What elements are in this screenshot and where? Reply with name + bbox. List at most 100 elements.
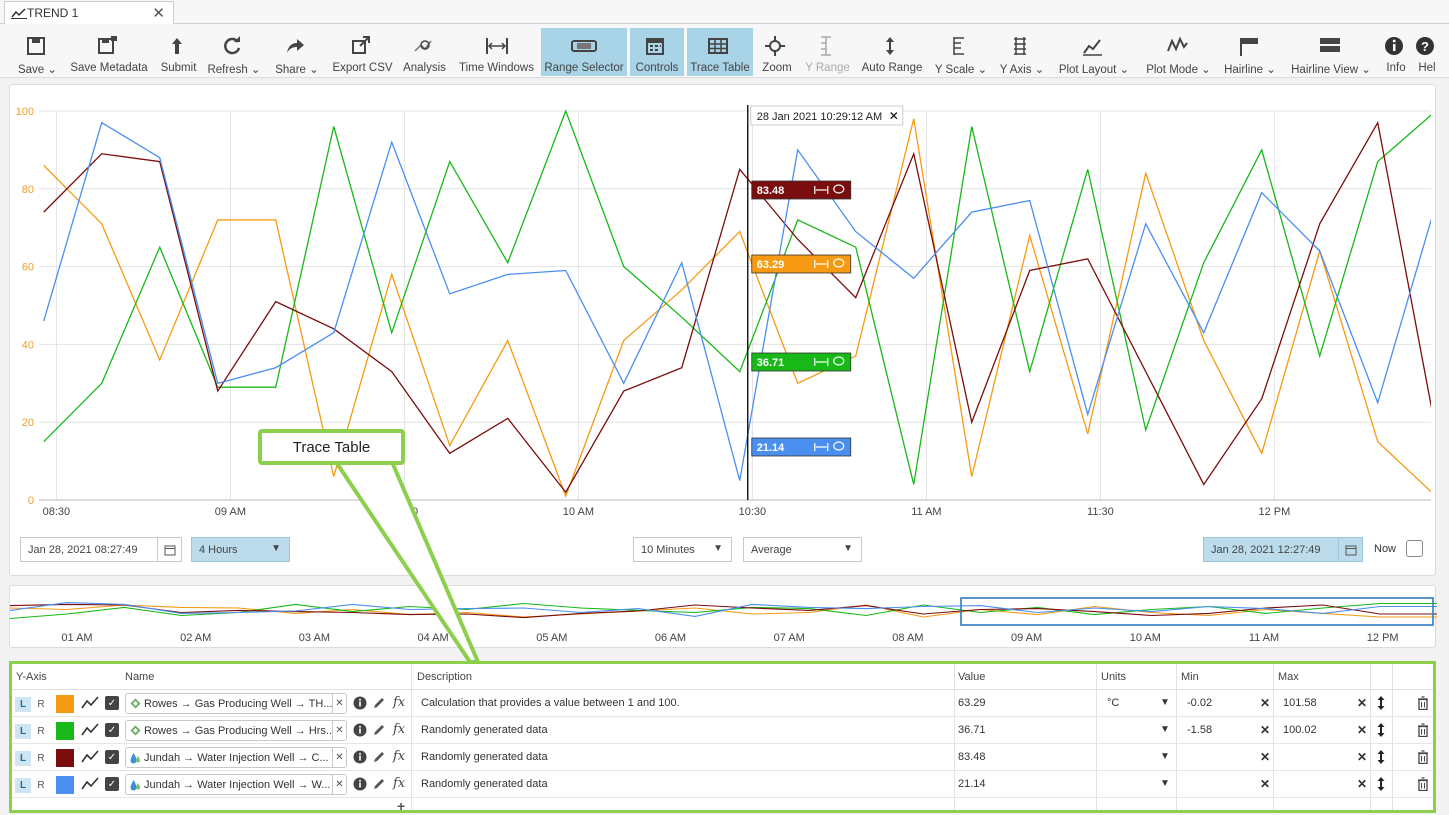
overview-chart[interactable]: 01 AM 02 AM 03 AM 04 AM 05 AM 06 AM 07 AM 08 AM…: [10, 586, 1437, 649]
add-trace-button[interactable]: +: [397, 798, 406, 814]
line-style-icon[interactable]: [81, 723, 99, 740]
trace-min[interactable]: -1.58: [1187, 724, 1213, 736]
trace-row[interactable]: L R ✓ Jundah → Water Injection Well → C... ✕…: [12, 744, 1433, 771]
delete-trash-icon[interactable]: [1417, 723, 1429, 740]
info-icon[interactable]: [353, 696, 367, 713]
hairline-view-button[interactable]: Hairline View ⌄: [1289, 28, 1373, 76]
y-range-button[interactable]: Y Range: [805, 28, 850, 76]
time-windows-button[interactable]: Time Windows: [459, 28, 534, 76]
info-icon[interactable]: [353, 723, 367, 740]
plot-layout-button[interactable]: Plot Layout ⌄: [1058, 28, 1130, 76]
edit-pencil-icon[interactable]: [372, 777, 386, 794]
refresh-button[interactable]: Refresh ⌄: [207, 28, 261, 76]
clear-max-icon[interactable]: ✕: [1357, 750, 1368, 764]
right-axis-toggle[interactable]: R: [37, 753, 45, 764]
hairline-button[interactable]: Hairline ⌄: [1221, 28, 1279, 76]
auto-range-button[interactable]: Auto Range: [860, 28, 924, 76]
trace-name-field[interactable]: Rowes → Gas Producing Well → TH... ✕: [125, 693, 347, 714]
axis-range-icon[interactable]: [1376, 695, 1386, 714]
export-csv-button[interactable]: Export CSV: [332, 28, 393, 76]
save-metadata-button[interactable]: Save Metadata: [70, 28, 148, 76]
y-axis-button[interactable]: Y Axis ⌄: [998, 28, 1046, 76]
interval-select[interactable]: 10 Minutes ▼: [633, 537, 732, 562]
edit-pencil-icon[interactable]: [372, 750, 386, 767]
tab-close-icon[interactable]: ✕: [152, 5, 165, 22]
trend-chart[interactable]: 0 20 40 60 80 100 08:30 09 AM 09:30 10 AM 10:30 11 …: [10, 85, 1437, 577]
zoom-button[interactable]: Zoom: [760, 28, 794, 76]
trace-name-field[interactable]: Jundah → Water Injection Well → C... ✕: [125, 747, 347, 768]
visibility-checkbox[interactable]: ✓: [105, 696, 119, 710]
axis-range-icon[interactable]: [1376, 776, 1386, 795]
edit-pencil-icon[interactable]: [372, 696, 386, 713]
formula-fx-icon[interactable]: fx: [393, 695, 406, 710]
clear-name-icon[interactable]: ✕: [332, 748, 346, 767]
info-icon[interactable]: [353, 750, 367, 767]
formula-fx-icon[interactable]: fx: [393, 722, 406, 737]
line-style-icon[interactable]: [81, 696, 99, 713]
trace-color-swatch[interactable]: [56, 749, 74, 767]
trace-table-button[interactable]: Trace Table: [687, 28, 753, 76]
units-dropdown-icon[interactable]: ▼: [1160, 724, 1170, 735]
save-button[interactable]: Save ⌄: [18, 28, 57, 76]
trace-units[interactable]: °C: [1107, 697, 1120, 709]
aggregate-select[interactable]: Average ▼: [743, 537, 862, 562]
now-checkbox[interactable]: [1406, 540, 1423, 557]
line-style-icon[interactable]: [81, 750, 99, 767]
left-axis-toggle[interactable]: L: [15, 751, 31, 766]
formula-fx-icon[interactable]: fx: [393, 749, 406, 764]
end-calendar-icon[interactable]: [1338, 538, 1362, 561]
clear-min-icon[interactable]: ✕: [1260, 723, 1271, 737]
line-style-icon[interactable]: [81, 777, 99, 794]
clear-name-icon[interactable]: ✕: [332, 721, 346, 740]
axis-range-icon[interactable]: [1376, 722, 1386, 741]
range-selector-button[interactable]: Range Selector: [541, 28, 627, 76]
clear-max-icon[interactable]: ✕: [1357, 696, 1368, 710]
plot-mode-button[interactable]: Plot Mode ⌄: [1140, 28, 1217, 76]
right-axis-toggle[interactable]: R: [37, 726, 45, 737]
clear-name-icon[interactable]: ✕: [332, 775, 346, 794]
share-button[interactable]: Share ⌄: [275, 28, 319, 76]
clear-name-icon[interactable]: ✕: [332, 694, 346, 713]
delete-trash-icon[interactable]: [1417, 750, 1429, 767]
start-calendar-icon[interactable]: [157, 538, 181, 561]
clear-max-icon[interactable]: ✕: [1357, 723, 1368, 737]
analysis-button[interactable]: Analysis: [402, 28, 447, 76]
start-time-input[interactable]: Jan 28, 2021 08:27:49: [20, 537, 182, 562]
left-axis-toggle[interactable]: L: [15, 697, 31, 712]
trace-row[interactable]: L R ✓ Rowes → Gas Producing Well → Hrs... ✕ f…: [12, 717, 1433, 744]
help-button[interactable]: ? Hel: [1412, 28, 1442, 76]
delete-trash-icon[interactable]: [1417, 777, 1429, 794]
trace-max[interactable]: 101.58: [1283, 697, 1317, 709]
trace-color-swatch[interactable]: [56, 776, 74, 794]
controls-button[interactable]: Controls: [630, 28, 684, 76]
units-dropdown-icon[interactable]: ▼: [1160, 697, 1170, 708]
y-scale-button[interactable]: Y Scale ⌄: [934, 28, 988, 76]
visibility-checkbox[interactable]: ✓: [105, 723, 119, 737]
visibility-checkbox[interactable]: ✓: [105, 777, 119, 791]
clear-min-icon[interactable]: ✕: [1260, 696, 1271, 710]
trace-max[interactable]: 100.02: [1283, 724, 1317, 736]
submit-button[interactable]: Submit: [160, 28, 197, 76]
delete-trash-icon[interactable]: [1417, 696, 1429, 713]
trace-color-swatch[interactable]: [56, 722, 74, 740]
axis-range-icon[interactable]: [1376, 749, 1386, 768]
time-span-select[interactable]: 4 Hours ▼: [191, 537, 290, 562]
end-time-input[interactable]: Jan 28, 2021 12:27:49: [1203, 537, 1363, 562]
units-dropdown-icon[interactable]: ▼: [1160, 778, 1170, 789]
units-dropdown-icon[interactable]: ▼: [1160, 751, 1170, 762]
clear-min-icon[interactable]: ✕: [1260, 750, 1271, 764]
left-axis-toggle[interactable]: L: [15, 724, 31, 739]
trace-row[interactable]: L R ✓ Rowes → Gas Producing Well → TH... ✕ fx…: [12, 690, 1433, 717]
left-axis-toggle[interactable]: L: [15, 778, 31, 793]
right-axis-toggle[interactable]: R: [37, 780, 45, 791]
info-icon[interactable]: [353, 777, 367, 794]
visibility-checkbox[interactable]: ✓: [105, 750, 119, 764]
right-axis-toggle[interactable]: R: [37, 699, 45, 710]
edit-pencil-icon[interactable]: [372, 723, 386, 740]
trace-color-swatch[interactable]: [56, 695, 74, 713]
tab-trend-1[interactable]: TREND 1 ✕: [4, 1, 174, 24]
trace-min[interactable]: -0.02: [1187, 697, 1213, 709]
formula-fx-icon[interactable]: fx: [393, 776, 406, 791]
trace-name-field[interactable]: Rowes → Gas Producing Well → Hrs... ✕: [125, 720, 347, 741]
clear-max-icon[interactable]: ✕: [1357, 777, 1368, 791]
